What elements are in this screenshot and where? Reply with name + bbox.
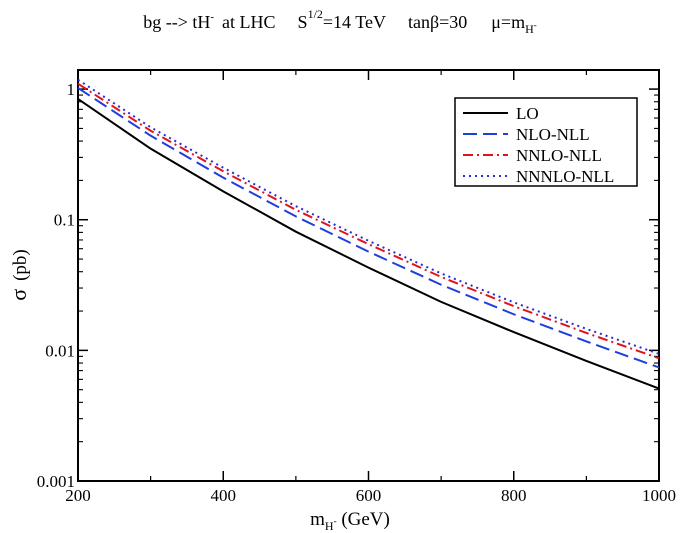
xlabel-unit: (GeV) (337, 509, 390, 530)
axis-ticks: 200 400 600 800 1000 0.001 0.01 0.1 1 (37, 70, 676, 505)
y-tick-label: 0.1 (54, 211, 75, 230)
legend-label-lo: LO (516, 104, 539, 123)
x-tick-label: 1000 (642, 486, 676, 505)
series-line-lo (77, 98, 660, 390)
y-tick-label: 0.01 (45, 341, 75, 360)
y-tick-label: 0.001 (37, 472, 75, 491)
title-process-sup: - (210, 11, 214, 23)
title-collider: at LHC (222, 12, 276, 32)
legend-label-nnnlo-nll: NNNLO-NLL (516, 167, 614, 186)
title-scale-subsup: - (534, 20, 537, 30)
legend-items: LO NLO-NLL NNLO-NLL NNNLO-NLL (463, 104, 614, 186)
title-energy-base: S (298, 12, 308, 32)
title-scale-base: μ=m (491, 12, 525, 32)
legend-label-nnlo-nll: NNLO-NLL (516, 146, 602, 165)
x-tick-label: 600 (356, 486, 382, 505)
series-line-nlo-nll (77, 87, 660, 369)
chart-title: bg --> tH-at LHC S1/2=14 TeV tanβ=30 μ=mH- (143, 7, 537, 36)
y-axis-label: σ (pb) (6, 249, 31, 301)
series-group (77, 78, 660, 390)
x-tick-label: 800 (501, 486, 527, 505)
xlabel-sub: H (325, 519, 334, 533)
title-energy-sup: 1/2 (308, 7, 323, 21)
title-process: bg --> tH (143, 12, 210, 32)
ylabel-unit: (pb) (10, 249, 31, 281)
x-axis-label: mH- (GeV) (310, 509, 390, 533)
title-scale-sub: H (525, 22, 534, 36)
title-energy-value: =14 TeV (323, 12, 386, 32)
x-tick-label: 400 (211, 486, 237, 505)
legend-label-nlo-nll: NLO-NLL (516, 125, 590, 144)
series-line-nnnlo-nll (77, 78, 660, 355)
ylabel-symbol: σ (6, 289, 31, 301)
title-tanb: tanβ=30 (408, 12, 467, 32)
legend: LO NLO-NLL NNLO-NLL NNNLO-NLL (454, 97, 638, 187)
xlabel-subsup: - (334, 516, 337, 526)
series-line-nnlo-nll (77, 82, 660, 360)
y-tick-label: 1 (67, 80, 76, 99)
x-tick-label: 200 (65, 486, 91, 505)
xlabel-base: m (310, 509, 325, 530)
